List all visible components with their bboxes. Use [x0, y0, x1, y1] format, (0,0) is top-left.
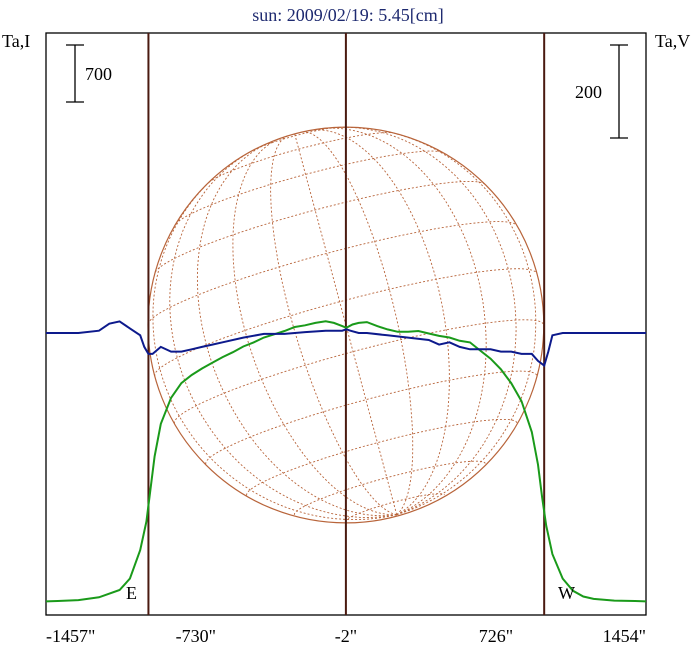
right-axis-label: Ta,V — [655, 31, 690, 51]
disk-latitude-line — [246, 418, 518, 496]
x-tick-label: 726" — [479, 626, 513, 646]
right-scale-bar — [610, 44, 628, 139]
disk-longitude-line — [383, 130, 537, 516]
disk-latitude-line — [293, 460, 486, 515]
disk-latitude-line — [173, 319, 545, 424]
disk-latitude-line — [208, 132, 394, 183]
chart-title: sun: 2009/02/19: 5.45[cm] — [252, 5, 444, 25]
right-scale-label: 200 — [575, 82, 602, 102]
x-tick-label: -730" — [176, 626, 216, 646]
disk-longitude-line — [152, 175, 397, 521]
disk-longitude-line — [338, 126, 517, 516]
disk-latitude-line — [205, 370, 538, 465]
disk-longitude-line — [323, 127, 487, 516]
west-label: W — [558, 583, 575, 603]
disk-longitude-line — [196, 143, 397, 517]
x-tick-label: -2" — [335, 626, 357, 646]
east-label: E — [126, 583, 137, 603]
left-axis-label: Ta,I — [2, 31, 30, 51]
disk-longitude-line — [169, 149, 397, 518]
limb-lines — [147, 33, 546, 615]
disk-latitude-line — [154, 180, 485, 273]
x-tick-label: 1454" — [603, 626, 646, 646]
disk-longitude-line — [232, 138, 397, 516]
series-line-polarization — [46, 320, 646, 368]
left-scale-label: 700 — [85, 64, 112, 84]
disk-latitude-line — [175, 150, 443, 225]
disk-longitude-line — [294, 133, 398, 515]
left-scale-bar — [66, 44, 84, 103]
solar-disk — [147, 126, 545, 524]
disk-longitude-line — [309, 129, 450, 516]
x-tick-label: -1457" — [46, 626, 95, 646]
x-tick-labels: -1457" -730" -2" 726" 1454" — [46, 626, 646, 646]
series-line-intensity — [45, 320, 647, 603]
disk-latitude-line — [147, 221, 518, 325]
